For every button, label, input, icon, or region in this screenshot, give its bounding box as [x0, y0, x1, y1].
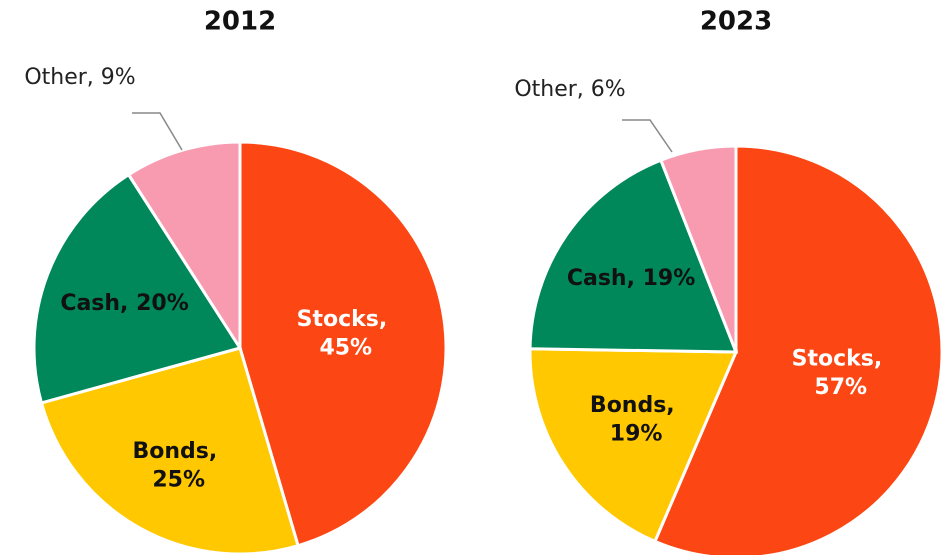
data-label: Bonds, 19%	[590, 393, 675, 447]
chart-title: 2012	[204, 7, 276, 37]
data-label: Stocks, 45%	[297, 307, 388, 361]
pie-slice	[32, 172, 243, 405]
data-label: Cash, 19%	[567, 266, 695, 291]
pie-slice	[528, 158, 739, 354]
pie-slice	[658, 144, 738, 353]
pie-slice	[39, 346, 300, 555]
leader-line	[132, 112, 183, 151]
pie-slice	[126, 140, 242, 354]
pie-slice	[528, 347, 739, 544]
data-label: Cash, 20%	[60, 291, 188, 316]
pie-slice	[652, 144, 944, 555]
data-label: Bonds, 25%	[133, 439, 218, 493]
leader-line	[622, 119, 673, 153]
data-label: Stocks, 57%	[792, 346, 883, 400]
pie-slice	[238, 140, 448, 548]
data-label: Other, 6%	[514, 77, 625, 102]
data-label: Other, 9%	[24, 65, 135, 90]
chart-title: 2023	[700, 7, 772, 37]
